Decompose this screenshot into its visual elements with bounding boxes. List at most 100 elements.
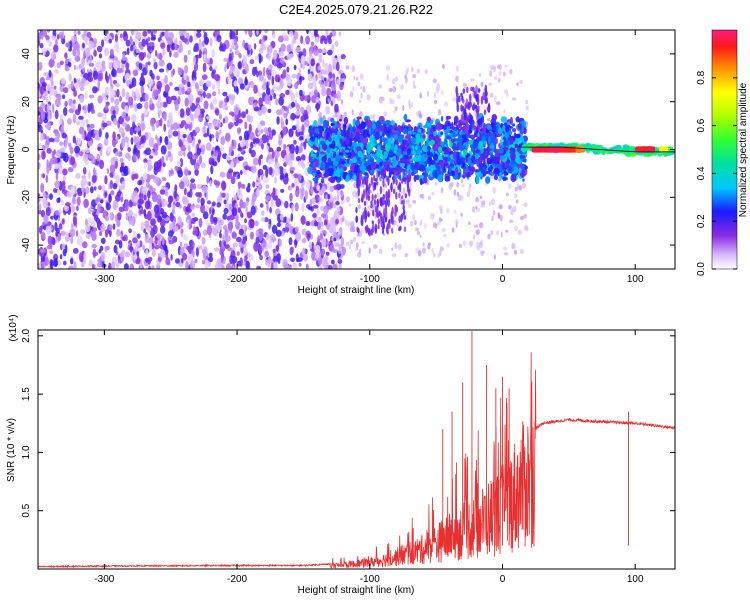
spectrogram-cell [488, 136, 491, 145]
spectrogram-cell [348, 244, 352, 250]
spectrogram-cell [330, 217, 335, 222]
spectrogram-cell [440, 131, 444, 136]
spectrogram-cell [453, 209, 456, 215]
spectrogram-cell [272, 248, 276, 253]
spectrogram-cell [38, 154, 41, 161]
spectrogram-cell [196, 32, 202, 38]
spectrogram-cell [78, 151, 84, 157]
spectrogram-cell [73, 89, 77, 97]
spectrogram-cell [213, 150, 219, 157]
spectrogram-cell [210, 102, 213, 110]
spectrogram-cell [289, 30, 294, 37]
spectrogram-cell [132, 147, 139, 157]
spectrogram-cell [232, 242, 238, 248]
spectrogram-cell [70, 156, 76, 166]
spectrogram-cell [279, 174, 283, 181]
spectrogram-cell [346, 241, 350, 247]
spectrogram-cell [168, 230, 174, 238]
spectrogram-cell [62, 94, 66, 99]
spectrogram-cell [473, 234, 476, 240]
spectrogram-cell [219, 113, 222, 120]
spectrogram-cell [474, 169, 480, 173]
spectrogram-cell [140, 85, 145, 95]
spectrogram-cell [280, 117, 284, 126]
spectrogram-cell [209, 180, 212, 187]
spectrogram-cell [353, 237, 357, 242]
spectrogram-cell [105, 132, 109, 139]
spectrogram-cell [302, 48, 307, 58]
spectrogram-cell [261, 134, 268, 144]
spectrogram-cell [73, 65, 77, 70]
spectrogram-cell [150, 218, 157, 226]
spectrogram-cell [382, 205, 385, 210]
spectrogram-cell [446, 208, 450, 214]
spectrogram-cell [223, 224, 228, 231]
spectrogram-cell [316, 169, 321, 175]
spectrogram-cell [502, 71, 506, 77]
spectrogram-cell [82, 241, 88, 249]
spectrogram-cell [243, 251, 248, 256]
spectrogram-cell [212, 208, 215, 216]
spectrogram-cell [139, 262, 143, 269]
spectrogram-cell [252, 181, 256, 188]
spectrogram-cell [187, 191, 191, 198]
spectrogram-cell [150, 117, 155, 127]
spectrogram-cell [487, 233, 491, 240]
spectrogram-cell [232, 265, 235, 269]
spectrogram-cell [135, 48, 140, 54]
spectrogram-cell [262, 44, 267, 51]
spectrogram-cell [325, 105, 331, 115]
spectrogram-cell [143, 228, 146, 234]
spectrogram-cell [147, 190, 151, 199]
spectrogram-cell [58, 234, 61, 242]
spectrogram-cell [61, 37, 66, 45]
spectrogram-cell [164, 74, 168, 85]
spectrogram-cell [40, 182, 45, 193]
spectrogram-cell [69, 258, 74, 265]
spectrogram-cell [307, 206, 313, 211]
spectrogram-cell [323, 77, 327, 82]
spectrogram-cell [108, 61, 113, 70]
spectrogram-cell [99, 148, 103, 157]
spectrogram-cell [227, 75, 232, 85]
spectrogram-cell [440, 115, 444, 122]
spectrogram-cell [285, 118, 289, 126]
spectrogram-cell [472, 141, 478, 150]
spectrogram-cell [237, 181, 242, 188]
spectrogram-cell [87, 127, 92, 132]
spectrogram-cell [414, 220, 417, 226]
spectrogram-cell [475, 196, 479, 203]
spectrogram-cell [502, 246, 508, 251]
spectrogram-cell [332, 263, 337, 269]
spectrogram-cell [321, 229, 326, 234]
spectrogram-cell [245, 260, 250, 269]
spectrogram-cell [144, 101, 149, 110]
spectrogram-cell [46, 103, 51, 113]
spectrogram-cell [132, 69, 139, 77]
spectrogram-cell [257, 123, 262, 132]
spectrogram-cell [294, 82, 299, 90]
spectrogram-cell [229, 214, 235, 221]
spectrogram-cell [474, 149, 480, 154]
spectrogram-cell [415, 174, 420, 181]
spectrogram-cell [320, 75, 324, 81]
spectrogram-cell [144, 200, 150, 210]
spectrogram-cell [380, 145, 386, 151]
spectrogram-cell [493, 168, 500, 175]
spectrogram-cell [343, 116, 348, 125]
spectrogram-cell [429, 160, 436, 166]
spectrogram-cell [100, 237, 106, 244]
spectrogram-cell [39, 133, 44, 142]
spectrogram-cell [376, 181, 379, 186]
spectrogram-cell [396, 224, 400, 228]
spectrogram-cell [116, 262, 120, 268]
spectrogram-cell [70, 205, 76, 213]
spectrogram-cell [218, 219, 224, 226]
spectrogram-cell [340, 167, 343, 176]
spectrogram-cell [463, 148, 468, 156]
spectrogram-cell [330, 199, 333, 203]
spectrogram-cell [523, 158, 527, 163]
spectrogram-cell [441, 90, 444, 96]
spectrogram-cell [198, 41, 202, 50]
spectrogram-cell [402, 144, 405, 152]
